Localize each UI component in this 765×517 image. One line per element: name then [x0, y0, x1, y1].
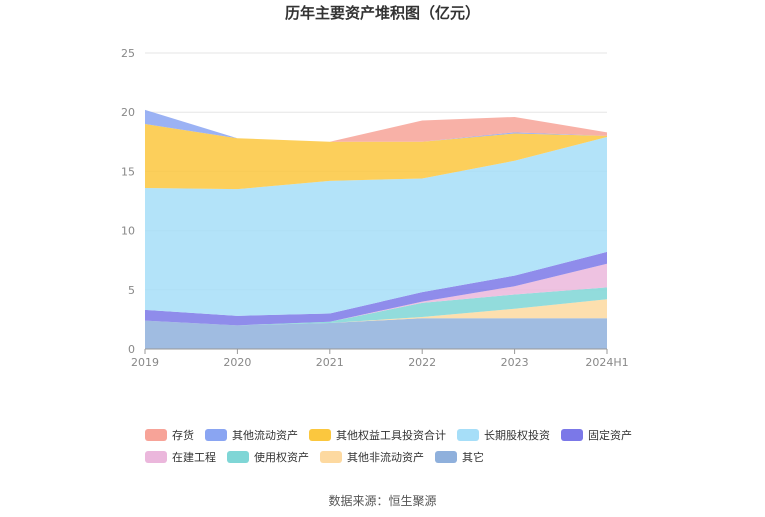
legend-swatch — [227, 451, 249, 463]
data-point[interactable] — [420, 118, 424, 122]
data-point[interactable] — [605, 130, 609, 134]
legend-label: 存货 — [172, 429, 194, 442]
legend-swatch — [320, 451, 342, 463]
legend-item[interactable]: 其它 — [435, 449, 484, 465]
y-tick-label: 0 — [128, 343, 135, 356]
data-point[interactable] — [513, 115, 517, 119]
data-point[interactable] — [235, 136, 239, 140]
area-series-0[interactable] — [145, 318, 607, 349]
legend-row: 存货 其他流动资产 其他权益工具投资合计 长期股权投资 固定资产 — [145, 424, 645, 446]
legend-item[interactable]: 存货 — [145, 427, 194, 443]
legend-label: 其它 — [462, 451, 484, 464]
legend-swatch — [145, 451, 167, 463]
legend-item[interactable]: 长期股权投资 — [457, 427, 550, 443]
area-series-3[interactable] — [145, 263, 607, 326]
legend-item[interactable]: 其他流动资产 — [205, 427, 298, 443]
y-tick-label: 25 — [121, 47, 135, 60]
y-tick-label: 20 — [121, 106, 135, 119]
legend-swatch — [435, 451, 457, 463]
legend-swatch — [145, 429, 167, 441]
legend-swatch — [309, 429, 331, 441]
x-tick-label: 2019 — [131, 356, 159, 369]
data-point[interactable] — [143, 108, 147, 112]
legend-label: 在建工程 — [172, 451, 216, 464]
x-tick-label: 2020 — [223, 356, 251, 369]
x-tick-label: 2021 — [316, 356, 344, 369]
area-series-4[interactable] — [145, 251, 607, 326]
legend-label: 其他非流动资产 — [347, 451, 424, 464]
data-point[interactable] — [328, 140, 332, 144]
area-series-8[interactable] — [145, 109, 607, 142]
y-tick-label: 10 — [121, 225, 135, 238]
area-series — [143, 108, 609, 349]
legend-label: 长期股权投资 — [484, 429, 550, 442]
area-series-5[interactable] — [145, 137, 607, 316]
legend-label: 其他流动资产 — [232, 429, 298, 442]
legend-item[interactable]: 其他非流动资产 — [320, 449, 424, 465]
area-series-1[interactable] — [145, 299, 607, 326]
legend-label: 使用权资产 — [254, 451, 309, 464]
legend-item[interactable]: 使用权资产 — [227, 449, 309, 465]
chart-title: 历年主要资产堆积图（亿元） — [284, 4, 480, 22]
legend-swatch — [205, 429, 227, 441]
y-tick-label: 15 — [121, 165, 135, 178]
data-source-note: 数据来源：恒生聚源 — [328, 494, 437, 508]
area-series-2[interactable] — [145, 287, 607, 326]
legend-swatch — [561, 429, 583, 441]
x-tick-label: 2024H1 — [585, 356, 628, 369]
legend-label: 固定资产 — [588, 429, 632, 442]
legend: 存货 其他流动资产 其他权益工具投资合计 长期股权投资 固定资产在建工程 使用权资产 其他非… — [145, 424, 645, 468]
legend-label: 其他权益工具投资合计 — [336, 429, 446, 442]
legend-swatch — [457, 429, 479, 441]
legend-item[interactable]: 在建工程 — [145, 449, 216, 465]
axes: 0 5 10 15 20 25 2019 2020 2021 2022 2023 2024H1 — [121, 47, 629, 369]
legend-item[interactable]: 固定资产 — [561, 427, 632, 443]
legend-item[interactable]: 其他权益工具投资合计 — [309, 427, 446, 443]
x-tick-label: 2022 — [408, 356, 436, 369]
y-tick-label: 5 — [128, 284, 135, 297]
x-tick-label: 2023 — [501, 356, 529, 369]
area-series-6[interactable] — [145, 124, 607, 190]
legend-row: 在建工程 使用权资产 其他非流动资产 其它 — [145, 446, 645, 468]
